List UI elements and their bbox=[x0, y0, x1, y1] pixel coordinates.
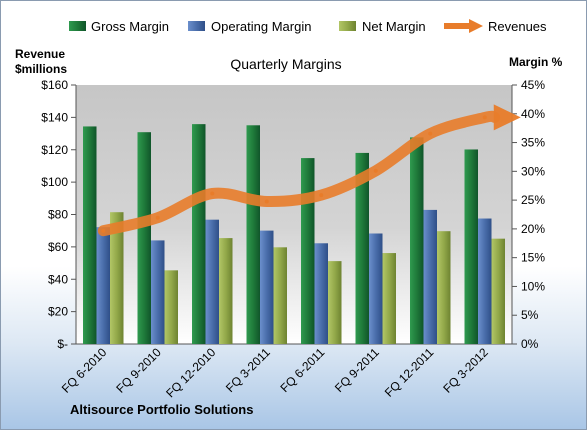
right-tick-label: 45% bbox=[521, 78, 545, 92]
bar-net-margin bbox=[491, 238, 505, 344]
category-labels: FQ 6-2010 FQ 9-2010 FQ 12-2010 FQ 3-2011 FQ … bbox=[59, 345, 491, 400]
category-label: FQ 9-2010 bbox=[113, 345, 164, 396]
bar-gross-margin bbox=[192, 124, 206, 344]
category-label: FQ 12-2010 bbox=[163, 345, 218, 400]
legend-label-net-margin: Net Margin bbox=[362, 19, 426, 34]
legend: Gross Margin Operating Margin Net Margin… bbox=[69, 19, 547, 34]
bar-net-margin bbox=[328, 261, 342, 344]
company-name: Altisource Portfolio Solutions bbox=[70, 402, 254, 417]
category-label: FQ 3-2012 bbox=[440, 345, 491, 396]
left-axis-label-line2: $millions bbox=[15, 62, 67, 76]
revenue-point bbox=[428, 131, 433, 136]
bar-gross-margin bbox=[137, 132, 151, 344]
revenue-point bbox=[155, 215, 160, 220]
left-axis-label-line1: Revenue bbox=[15, 47, 65, 61]
left-tick-label: $40 bbox=[48, 272, 68, 286]
bar-net-margin bbox=[273, 247, 287, 344]
bar-net-margin bbox=[437, 231, 451, 344]
bar-operating-margin bbox=[96, 227, 110, 344]
bar-operating-margin bbox=[151, 240, 165, 344]
bar-net-margin bbox=[382, 253, 396, 344]
bar-gross-margin bbox=[301, 158, 315, 344]
bar-net-margin bbox=[219, 238, 233, 344]
right-tick-label: 35% bbox=[521, 136, 545, 150]
bar-gross-margin bbox=[410, 137, 424, 344]
left-axis-ticks: $- $20 $40 $60 $80 $100 $120 $140 $160 bbox=[41, 78, 77, 351]
right-tick-label: 30% bbox=[521, 164, 545, 178]
category-label: FQ 9-2011 bbox=[332, 345, 382, 395]
bar-operating-margin bbox=[369, 233, 383, 344]
revenue-point bbox=[373, 168, 378, 173]
bar-gross-margin bbox=[355, 152, 369, 344]
bar-gross-margin bbox=[246, 125, 260, 345]
category-label: FQ 12-2011 bbox=[382, 345, 437, 400]
left-tick-label: $20 bbox=[48, 305, 68, 319]
bar-operating-margin bbox=[260, 230, 274, 344]
bar-operating-margin bbox=[314, 243, 328, 344]
chart-title: Quarterly Margins bbox=[230, 56, 341, 72]
bar-operating-margin bbox=[205, 219, 219, 344]
bar-operating-margin bbox=[478, 218, 492, 344]
right-tick-label: 5% bbox=[521, 308, 539, 322]
revenue-point bbox=[101, 228, 106, 233]
revenue-series bbox=[97, 104, 521, 237]
bar-gross-margin bbox=[464, 149, 478, 344]
bar-net-margin bbox=[164, 270, 178, 344]
bar-net-margin bbox=[110, 212, 124, 344]
right-tick-label: 10% bbox=[521, 279, 545, 293]
legend-swatch-revenues-arrowhead bbox=[469, 19, 483, 33]
bar-operating-margin bbox=[423, 209, 437, 344]
right-tick-label: 15% bbox=[521, 251, 545, 265]
category-label: FQ 6-2010 bbox=[59, 345, 110, 396]
left-tick-label: $60 bbox=[48, 240, 68, 254]
right-tick-label: 40% bbox=[521, 107, 545, 121]
left-tick-label: $- bbox=[57, 337, 68, 351]
right-tick-label: 0% bbox=[521, 337, 539, 351]
bar-gross-margin bbox=[83, 126, 97, 344]
legend-swatch-gross-margin bbox=[69, 21, 86, 31]
category-label: FQ 3-2011 bbox=[223, 345, 273, 395]
legend-label-operating-margin: Operating Margin bbox=[211, 19, 311, 34]
legend-swatch-operating-margin bbox=[188, 21, 205, 31]
left-tick-label: $100 bbox=[41, 175, 68, 189]
legend-label-revenues: Revenues bbox=[488, 19, 547, 34]
left-tick-label: $160 bbox=[41, 78, 68, 92]
revenue-point bbox=[482, 115, 487, 120]
left-tick-label: $120 bbox=[41, 143, 68, 157]
right-axis-label: Margin % bbox=[509, 55, 563, 69]
bar-series bbox=[83, 124, 505, 345]
revenue-point bbox=[210, 191, 215, 196]
category-label: FQ 6-2011 bbox=[278, 345, 328, 395]
legend-swatch-net-margin bbox=[339, 21, 356, 31]
revenue-arrowhead bbox=[493, 104, 521, 131]
legend-label-gross-margin: Gross Margin bbox=[91, 19, 169, 34]
right-tick-label: 20% bbox=[521, 222, 545, 236]
left-tick-label: $140 bbox=[41, 110, 68, 124]
right-axis-ticks: 0% 5% 10% 15% 20% 25% 30% 35% 40% 45% bbox=[76, 78, 545, 351]
revenue-point bbox=[319, 193, 324, 198]
right-tick-label: 25% bbox=[521, 193, 545, 207]
revenue-point bbox=[264, 199, 269, 204]
left-tick-label: $80 bbox=[48, 208, 68, 222]
